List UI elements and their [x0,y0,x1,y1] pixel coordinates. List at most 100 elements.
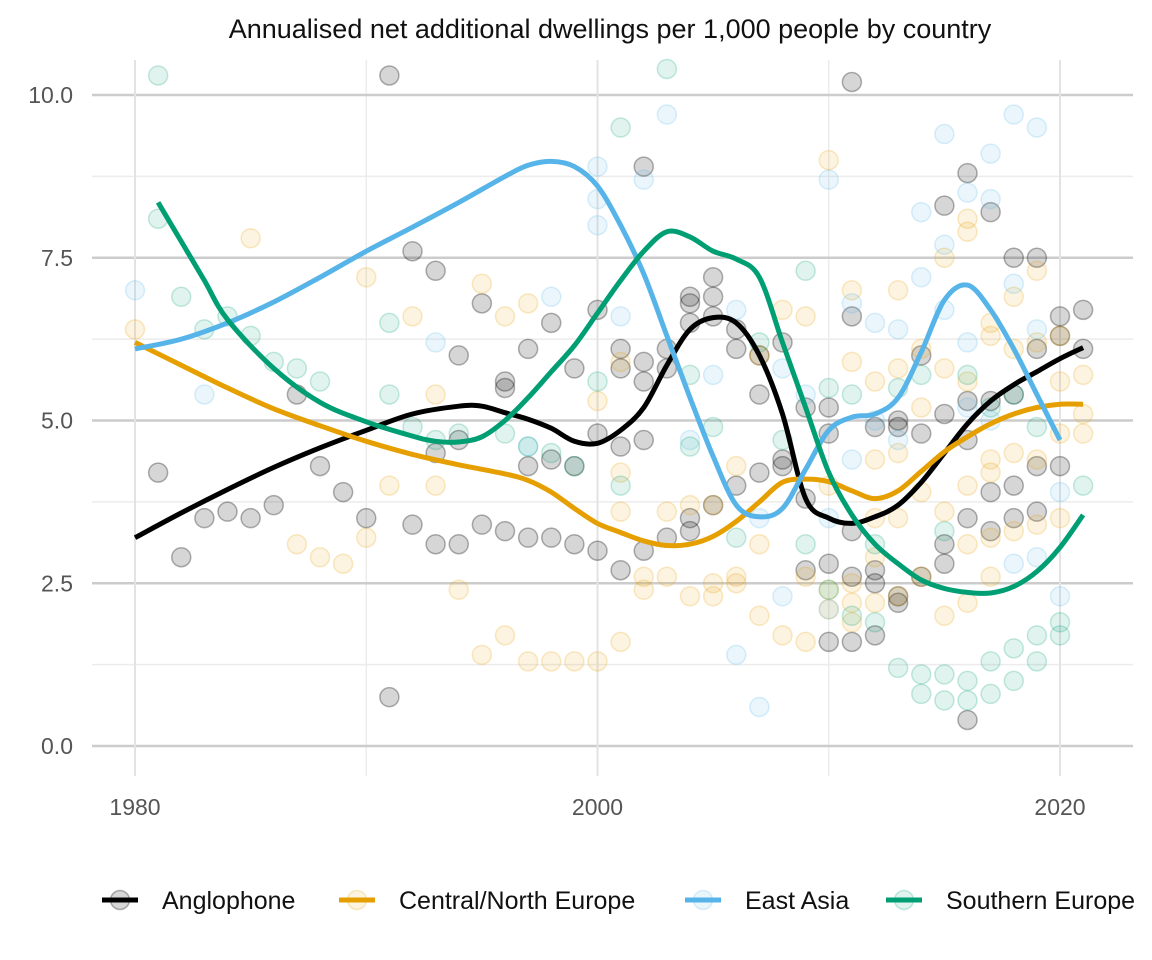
data-point [957,507,978,529]
data-point [541,442,562,464]
data-point [610,501,631,522]
data-point [332,481,354,503]
data-point [1072,423,1094,444]
data-point [841,631,863,653]
data-point [980,188,1001,210]
data-point [1003,286,1024,308]
data-point [425,475,446,496]
data-point [679,293,701,314]
y-tick-label: 0.0 [41,733,73,759]
y-tick-label: 2.5 [41,570,73,596]
data-point [494,371,516,392]
data-point [957,397,978,418]
data-point [887,592,909,614]
data-point [957,182,978,203]
data-point [471,273,493,295]
data-point [864,625,886,646]
data-point [402,306,423,327]
data-point [633,156,654,177]
data-point [887,586,909,607]
data-point [772,625,793,646]
data-point [1026,247,1048,268]
data-point [864,612,886,633]
trend-lines [133,158,1086,596]
data-point [749,384,770,405]
data-point [957,592,978,614]
data-point [934,533,955,555]
data-point [1026,651,1048,672]
data-point [841,71,863,93]
data-point [1072,299,1094,321]
data-point [702,364,724,386]
data-point [841,449,863,470]
data-point [1003,104,1024,125]
data-point [656,58,678,80]
data-point [1026,338,1048,360]
data-point [124,280,146,301]
data-point [726,644,747,666]
data-point [240,227,261,249]
data-point [425,260,446,282]
data-point [702,267,724,288]
data-point [702,573,724,594]
data-point [726,566,747,587]
data-point [702,586,724,607]
data-point [610,436,631,457]
data-point [402,240,423,262]
data-point [841,351,863,373]
data-point [934,520,955,542]
data-point [749,605,770,627]
data-point [749,696,770,718]
data-point [494,625,516,646]
data-point [379,65,400,86]
data-point [1026,332,1048,353]
data-point [147,462,169,483]
data-point [679,586,701,607]
data-point [957,390,978,412]
data-point [934,664,955,685]
data-point [1003,638,1024,659]
data-point [864,592,886,614]
data-point [587,651,608,672]
data-point [841,384,863,405]
data-point [772,455,793,477]
data-point [379,686,400,708]
data-point [1003,273,1024,295]
data-point [957,208,978,229]
x-tick-label: 2020 [1034,794,1085,820]
data-point [541,527,562,548]
data-point [517,436,539,457]
data-point [772,586,793,607]
data-point [795,533,816,555]
data-point [1003,247,1024,268]
data-point [679,436,701,457]
legend-label: Central/North Europe [399,887,635,915]
data-point [494,520,516,542]
data-point [934,553,955,574]
data-point [633,351,654,373]
data-point [726,455,747,477]
data-point [517,293,539,314]
data-point [541,312,562,334]
data-point [934,247,955,268]
x-tick-label: 2000 [572,794,623,820]
data-point [864,416,886,438]
data-point [217,501,238,522]
data-point [448,533,469,555]
data-point [1003,670,1024,692]
data-point [610,475,631,496]
data-point [749,533,770,555]
data-point [841,293,863,314]
data-point [841,612,863,633]
data-point [887,429,909,451]
data-point [286,358,308,379]
data-point [309,455,331,477]
data-point [471,644,493,666]
data-point [379,475,400,496]
data-point [818,553,839,574]
data-point [795,566,816,587]
data-point [1003,442,1024,464]
trend-line-southern-europe [155,201,1086,596]
data-point [818,599,839,620]
